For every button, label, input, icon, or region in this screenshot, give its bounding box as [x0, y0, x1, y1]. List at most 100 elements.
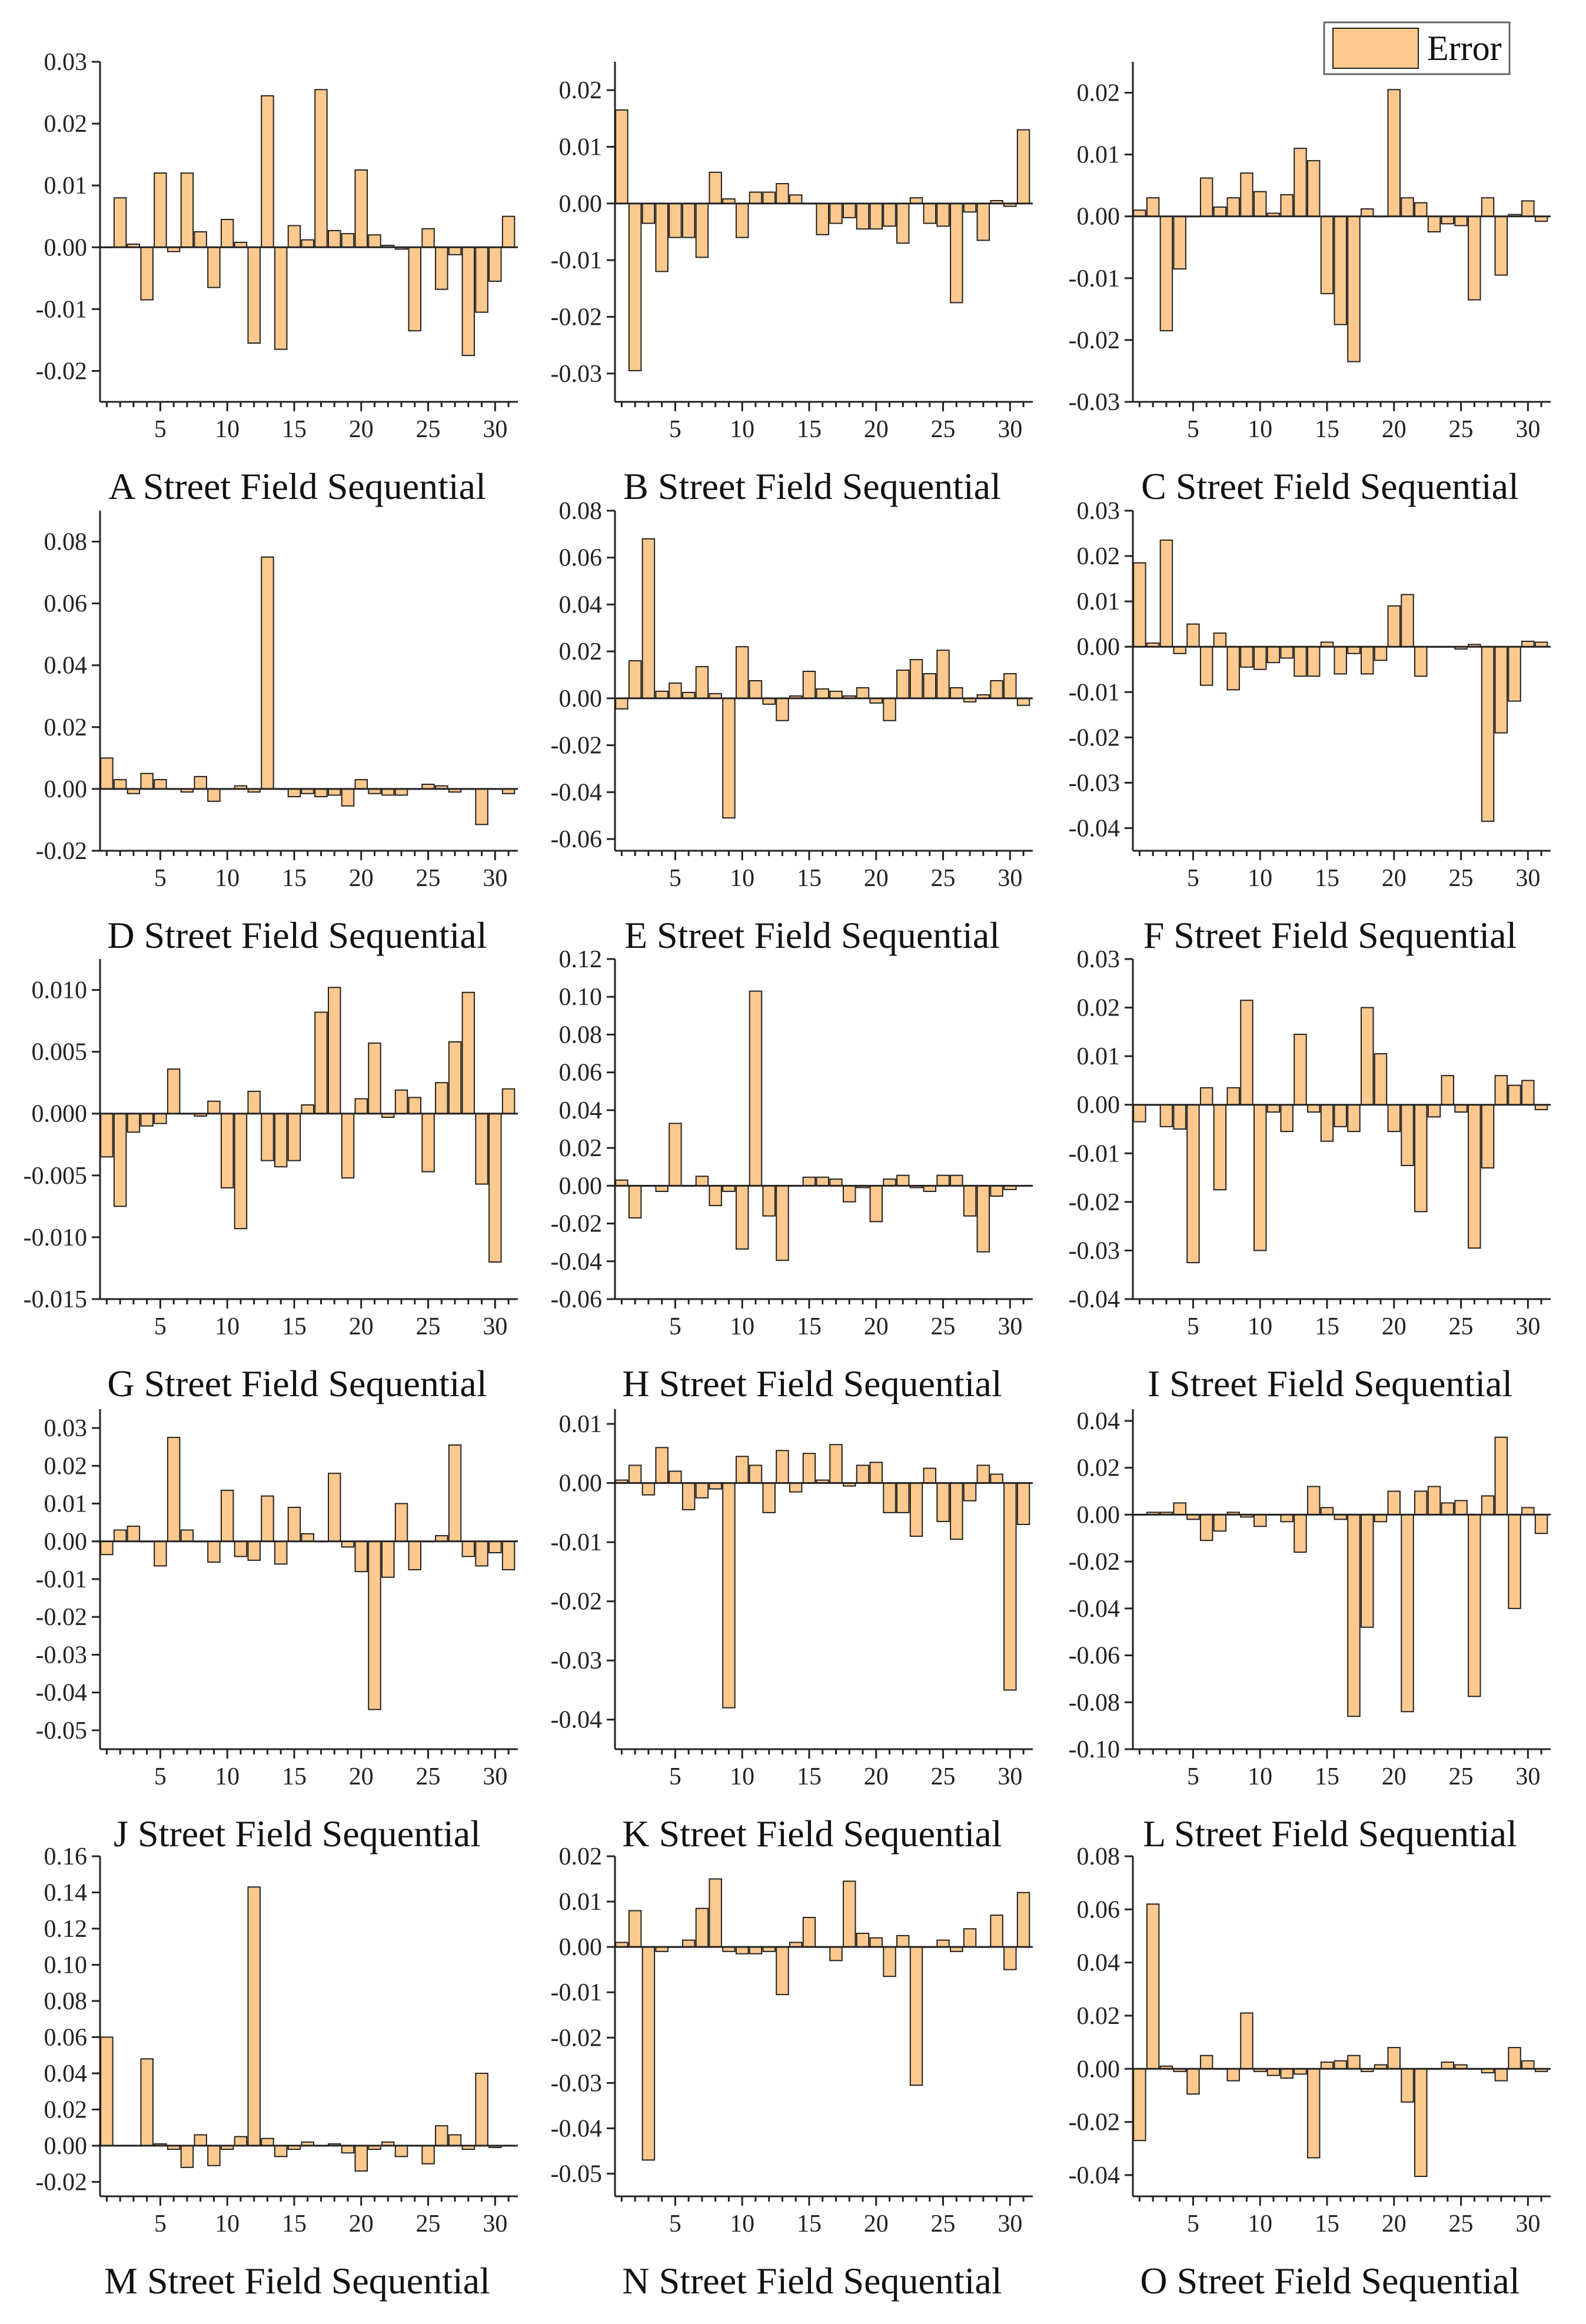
chart-title: A Street Field Sequential — [108, 465, 486, 507]
bar — [1294, 1514, 1307, 1553]
x-tick-label: 30 — [483, 865, 507, 892]
y-tick-label: -0.04 — [1069, 2162, 1120, 2189]
bar — [1280, 1514, 1294, 1523]
x-tick-label: 5 — [669, 416, 681, 443]
bar — [354, 2145, 368, 2172]
bar — [1016, 697, 1030, 706]
bar — [1186, 623, 1200, 648]
x-tick-label: 20 — [349, 1313, 374, 1340]
y-tick-label: -0.01 — [1069, 679, 1120, 706]
bar — [1441, 215, 1455, 225]
y-tick-label: 0.02 — [1077, 2003, 1120, 2030]
x-tick-label: 25 — [1449, 865, 1474, 892]
bar — [475, 788, 488, 825]
y-tick-label: 0.00 — [559, 1173, 603, 1200]
chart-title: L Street Field Sequential — [1143, 1813, 1517, 1854]
bar — [1159, 215, 1173, 332]
bar — [421, 1113, 435, 1173]
bar — [1427, 215, 1441, 233]
bar — [247, 1090, 261, 1114]
bar — [883, 1482, 896, 1513]
panels: -0.02 -0.01 0.00 0.01 0.02 0.03 5 10 15 20 25 30 A S… — [24, 49, 1551, 2302]
bar — [435, 247, 448, 290]
bar — [641, 538, 656, 699]
bar — [1253, 1514, 1267, 1527]
bar — [762, 1482, 776, 1513]
bar — [207, 1540, 221, 1563]
x-tick-label: 30 — [483, 1763, 507, 1790]
bar — [669, 1123, 682, 1187]
bar — [261, 1113, 274, 1161]
x-tick-label: 15 — [1315, 865, 1339, 892]
bar — [1280, 2068, 1294, 2079]
x-tick-label: 15 — [797, 1313, 822, 1340]
y-tick-label: 0.01 — [559, 1889, 603, 1916]
bar — [1320, 1104, 1334, 1142]
x-tick-label: 20 — [349, 2210, 374, 2238]
y-tick-label: 0.00 — [559, 191, 603, 218]
x-tick-label: 15 — [1315, 416, 1339, 443]
bar — [1508, 2047, 1521, 2070]
y-tick-label: -0.03 — [551, 361, 603, 388]
bar — [1334, 1104, 1347, 1127]
bar — [843, 1185, 856, 1203]
x-tick-label: 20 — [864, 1313, 889, 1340]
bar — [816, 1176, 829, 1187]
bar — [1401, 2068, 1414, 2103]
bar — [681, 202, 696, 238]
bar — [1494, 1436, 1508, 1516]
bar — [220, 1113, 234, 1188]
y-tick-label: -0.02 — [36, 1604, 88, 1631]
bar — [475, 247, 488, 313]
y-tick-label: 0.12 — [559, 946, 603, 973]
y-tick-label: -0.01 — [1069, 1140, 1120, 1167]
chart-panel-n: -0.05 -0.04 -0.03 -0.02 -0.01 0.00 0.01 0.02 5 10… — [551, 1843, 1033, 2302]
y-tick-label: 0.08 — [559, 498, 603, 525]
bar — [1253, 1104, 1267, 1251]
y-tick-label: 0.00 — [1077, 634, 1120, 661]
bar — [488, 247, 502, 282]
bar — [1159, 1104, 1173, 1127]
bar — [1361, 646, 1374, 675]
y-tick-label: 0.02 — [559, 77, 603, 104]
bar — [869, 1937, 883, 1948]
x-tick-label: 30 — [998, 416, 1022, 443]
bar — [328, 1473, 341, 1542]
bar — [234, 1540, 248, 1557]
bar — [1494, 2068, 1508, 2082]
bar — [1133, 1104, 1146, 1123]
y-tick-label: 0.02 — [1077, 995, 1120, 1022]
bar — [1253, 646, 1267, 670]
bar — [1306, 160, 1321, 217]
bar — [287, 788, 301, 798]
bar — [669, 682, 682, 699]
bar — [669, 1470, 682, 1484]
bar — [180, 172, 194, 248]
y-tick-label: -0.08 — [1069, 1689, 1120, 1716]
bar — [1387, 1490, 1401, 1516]
chart-panel-c: -0.03 -0.02 -0.01 0.00 0.01 0.02 5 10 15 20 25 30 C … — [1069, 62, 1551, 507]
bar — [1173, 1502, 1186, 1516]
y-tick-label: 0.02 — [559, 1843, 603, 1870]
bar — [234, 1113, 248, 1230]
y-tick-label: 0.10 — [559, 984, 603, 1011]
bar — [936, 650, 950, 699]
bar — [113, 197, 127, 248]
x-tick-label: 5 — [154, 416, 167, 443]
bar — [802, 671, 816, 699]
bar — [1334, 215, 1347, 325]
bar — [802, 1917, 816, 1948]
bar — [1521, 200, 1535, 217]
x-tick-label: 20 — [1382, 1313, 1407, 1340]
y-tick-label: -0.03 — [36, 1642, 88, 1669]
bar — [100, 1113, 114, 1158]
chart-title: J Street Field Sequential — [114, 1813, 481, 1854]
bar — [1186, 1104, 1200, 1264]
bar — [1146, 197, 1160, 217]
bar — [1414, 1104, 1428, 1213]
x-tick-label: 20 — [864, 865, 889, 892]
bar — [802, 1176, 816, 1187]
bar — [220, 218, 234, 248]
y-tick-label: -0.03 — [1069, 770, 1120, 797]
